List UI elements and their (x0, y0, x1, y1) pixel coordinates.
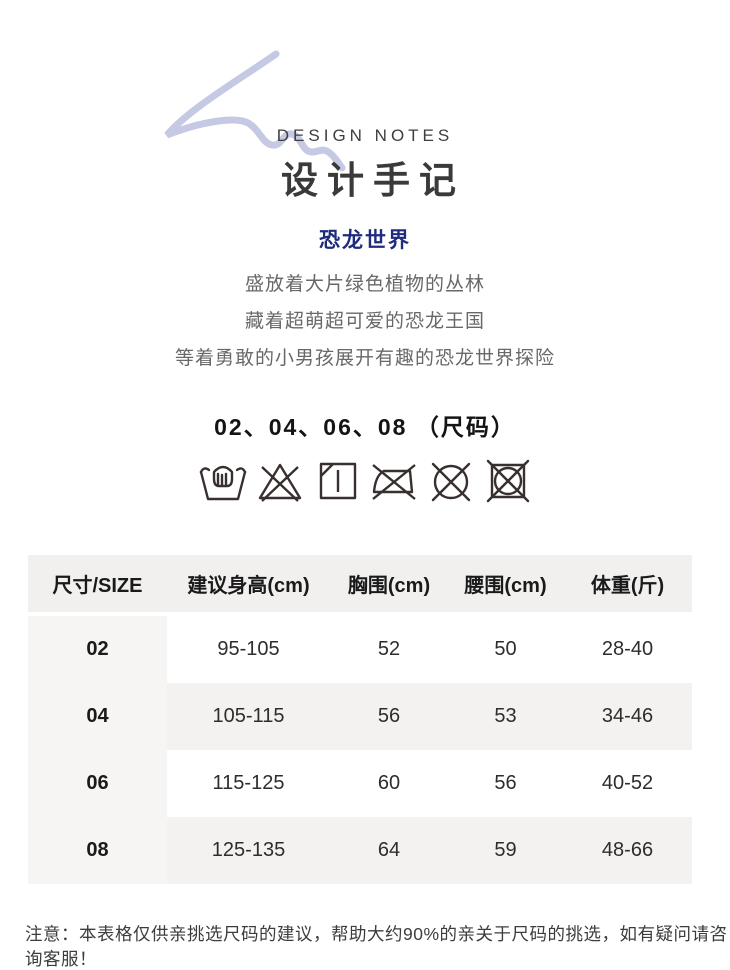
col-header-waist: 腰围(cm) (464, 575, 547, 597)
do-not-tumble-dry-icon (431, 462, 470, 502)
cell-waist: 50 (494, 638, 517, 660)
design-notes-eyebrow: DESIGN NOTES (276, 126, 454, 145)
table-row: 06 115-125 60 56 40-52 (28, 750, 692, 817)
signature-squiggle-icon (164, 50, 346, 172)
page-title: 设计手记 (281, 160, 465, 201)
drip-dry-in-shade-icon (319, 462, 356, 500)
cell-height: 125-135 (167, 817, 330, 884)
do-not-bleach-icon (258, 463, 301, 502)
col-header-height: 建议身高(cm) (187, 575, 310, 597)
hero-section: DESIGN NOTES 设计手记 (0, 0, 730, 212)
size-chart-table: 尺寸/SIZE 建议身高(cm) 胸围(cm) 腰围(cm) 体重(斤) 02 … (28, 555, 692, 884)
cell-height: 95-105 (217, 638, 280, 660)
cell-chest: 64 (330, 817, 448, 884)
size-chart-body: 02 95-105 52 50 28-40 04 105-115 56 53 3… (28, 616, 692, 884)
cell-size: 06 (28, 750, 167, 817)
description-line: 盛放着大片绿色植物的丛林 (244, 274, 485, 295)
col-header-weight: 体重(斤) (590, 575, 665, 597)
cell-waist: 53 (448, 683, 563, 750)
size-advice-footnote: 注意：本表格仅供亲挑选尺码的建议，帮助大约90%的亲关于尺码的挑选，如有疑问请咨… (25, 924, 728, 969)
cell-weight: 48-66 (563, 817, 692, 884)
cell-size: 02 (28, 616, 167, 683)
cell-waist: 59 (448, 817, 563, 884)
table-row: 08 125-135 64 59 48-66 (28, 817, 692, 884)
cell-height: 115-125 (212, 772, 285, 794)
col-header-chest: 胸围(cm) (347, 575, 431, 597)
theme-heading: 恐龙世界 (319, 229, 411, 252)
cell-size: 08 (28, 817, 167, 884)
table-row: 02 95-105 52 50 28-40 (28, 616, 692, 683)
do-not-dry-clean-icon (486, 459, 529, 503)
cell-height: 105-115 (167, 683, 330, 750)
cell-chest: 60 (377, 772, 401, 794)
available-sizes-line: 02、04、06、08 （尺码） (214, 414, 516, 440)
cell-waist: 56 (494, 772, 517, 794)
cell-size: 04 (28, 683, 167, 750)
cell-chest: 52 (377, 638, 401, 660)
theme-description: 盛放着大片绿色植物的丛林 藏着超萌超可爱的恐龙王国 等着勇敢的小男孩展开有趣的恐… (0, 266, 730, 377)
cell-weight: 40-52 (601, 772, 654, 794)
laundry-care-icons (0, 457, 730, 505)
description-line: 等着勇敢的小男孩展开有趣的恐龙世界探险 (174, 348, 555, 369)
table-row: 04 105-115 56 53 34-46 (28, 683, 692, 750)
cell-weight: 34-46 (563, 683, 692, 750)
description-line: 藏着超萌超可爱的恐龙王国 (244, 311, 485, 332)
col-header-size: 尺寸/SIZE (52, 575, 143, 597)
size-chart-header-row: 尺寸/SIZE 建议身高(cm) 胸围(cm) 腰围(cm) 体重(斤) (28, 555, 692, 612)
cell-weight: 28-40 (601, 638, 654, 660)
do-not-iron-icon (371, 464, 416, 500)
hand-wash-icon (199, 465, 246, 501)
cell-chest: 56 (330, 683, 448, 750)
